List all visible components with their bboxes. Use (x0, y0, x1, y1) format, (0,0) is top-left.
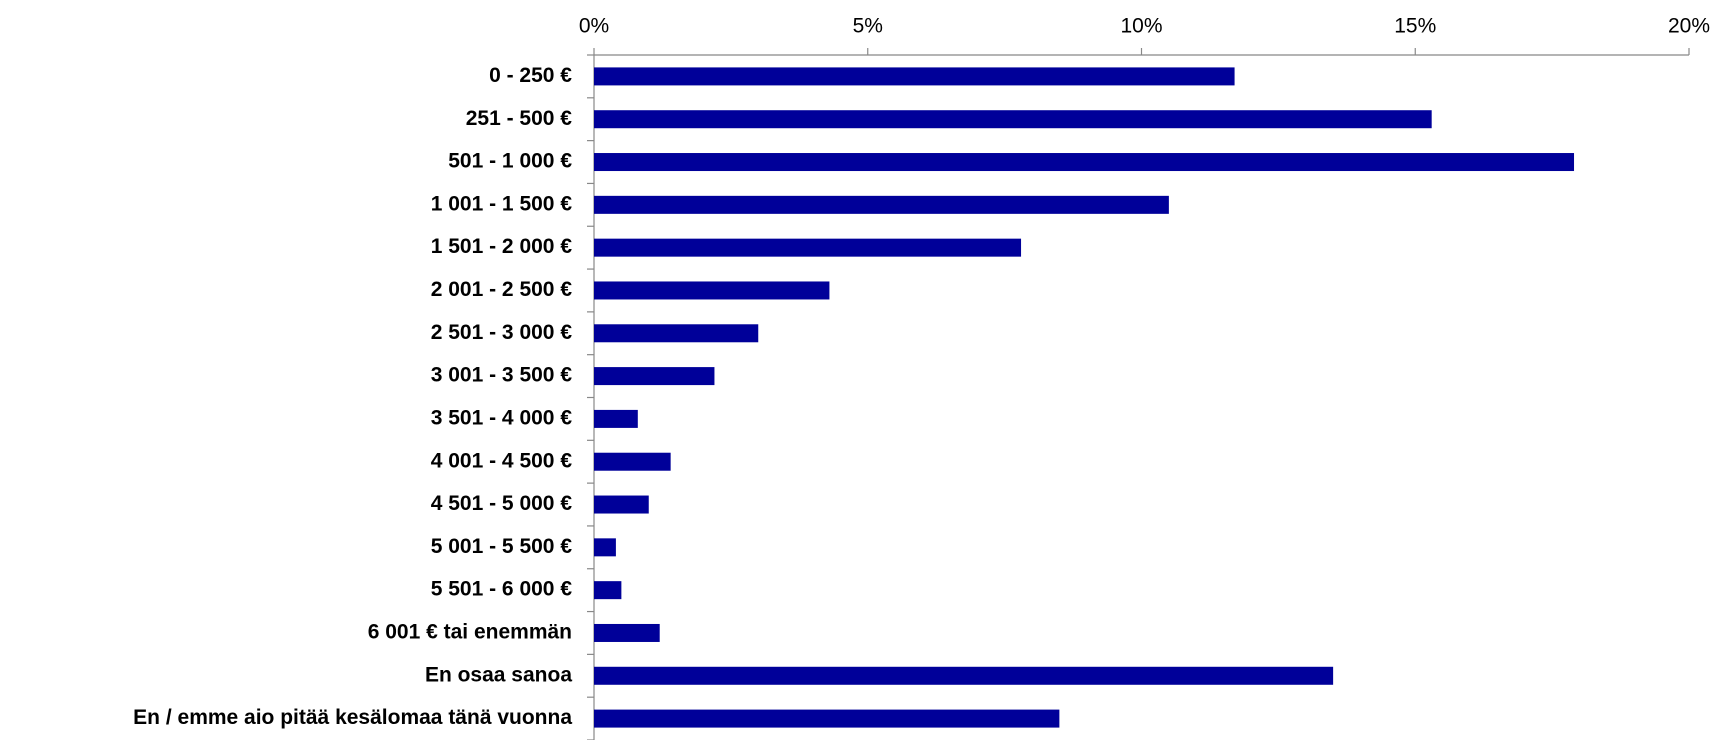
y-tick-label: 2 501 - 3 000 € (431, 321, 573, 344)
y-tick-label: 1 501 - 2 000 € (431, 235, 573, 258)
y-tick-label: 4 001 - 4 500 € (431, 449, 573, 472)
bar (594, 538, 616, 557)
x-tick-label: 15% (1394, 15, 1436, 38)
y-tick-label: En osaa sanoa (425, 663, 572, 686)
y-tick-label: 0 - 250 € (489, 64, 572, 87)
bar (594, 195, 1169, 214)
bar (594, 581, 622, 600)
bar (594, 238, 1022, 257)
bar (594, 709, 1060, 728)
x-tick-label: 5% (853, 15, 883, 38)
x-tick-label: 20% (1668, 15, 1710, 38)
y-tick-label: En / emme aio pitää kesälomaa tänä vuonn… (133, 706, 572, 729)
bar (594, 666, 1334, 685)
x-tick-label: 10% (1120, 15, 1162, 38)
bar (594, 324, 759, 343)
bar (594, 495, 649, 514)
bar (594, 153, 1575, 172)
y-tick-label: 2 001 - 2 500 € (431, 278, 573, 301)
y-tick-label: 501 - 1 000 € (448, 150, 572, 173)
bar (594, 409, 638, 428)
bar (594, 452, 671, 471)
bar (594, 110, 1432, 129)
y-tick-label: 5 501 - 6 000 € (431, 578, 573, 601)
y-tick-label: 3 001 - 3 500 € (431, 364, 573, 387)
bar (594, 367, 715, 386)
bar (594, 67, 1235, 86)
bar (594, 281, 830, 300)
y-tick-label: 5 001 - 5 500 € (431, 535, 573, 558)
y-tick-label: 1 001 - 1 500 € (431, 192, 573, 215)
y-tick-label: 3 501 - 4 000 € (431, 406, 573, 429)
y-tick-label: 251 - 500 € (466, 107, 573, 130)
x-tick-label: 0% (579, 15, 609, 38)
bar (594, 623, 660, 642)
y-tick-label: 4 501 - 5 000 € (431, 492, 573, 515)
y-tick-label: 6 001 € tai enemmän (368, 621, 572, 644)
